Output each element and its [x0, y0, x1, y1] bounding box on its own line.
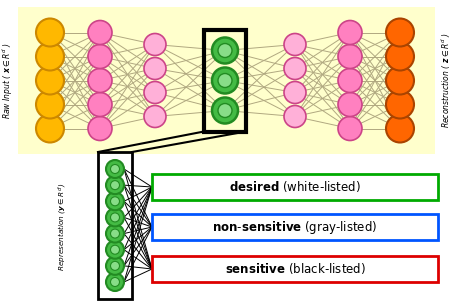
Circle shape [284, 105, 306, 127]
Text: Representation ($\boldsymbol{y} \in R^{d^{\prime}}$): Representation ($\boldsymbol{y} \in R^{d… [56, 182, 68, 271]
Circle shape [106, 241, 124, 259]
Circle shape [106, 176, 124, 194]
Circle shape [212, 37, 238, 63]
Circle shape [110, 197, 119, 206]
Circle shape [110, 229, 119, 238]
Circle shape [110, 181, 119, 190]
Circle shape [144, 82, 166, 104]
Circle shape [110, 278, 119, 287]
Circle shape [88, 44, 112, 69]
Text: $\mathbf{desired}$ (white-listed): $\mathbf{desired}$ (white-listed) [229, 179, 361, 194]
Circle shape [36, 66, 64, 95]
Circle shape [106, 225, 124, 243]
Circle shape [106, 208, 124, 226]
Circle shape [212, 98, 238, 124]
FancyBboxPatch shape [18, 7, 435, 154]
Text: $\mathbf{sensitive}$ (black-listed): $\mathbf{sensitive}$ (black-listed) [225, 262, 365, 277]
Circle shape [36, 43, 64, 70]
Circle shape [218, 73, 232, 88]
Circle shape [218, 43, 232, 57]
FancyBboxPatch shape [152, 214, 438, 240]
Circle shape [144, 34, 166, 56]
Circle shape [110, 261, 119, 270]
Circle shape [212, 68, 238, 94]
Circle shape [386, 66, 414, 95]
Circle shape [218, 104, 232, 117]
Circle shape [338, 44, 362, 69]
Circle shape [386, 114, 414, 143]
Circle shape [338, 21, 362, 44]
Text: Reconstruction ( $\boldsymbol{z} \in R^{d}$ ): Reconstruction ( $\boldsymbol{z} \in R^{… [439, 33, 453, 128]
Circle shape [106, 160, 124, 178]
Circle shape [36, 18, 64, 47]
Circle shape [144, 105, 166, 127]
Circle shape [284, 82, 306, 104]
Circle shape [110, 245, 119, 254]
Circle shape [106, 257, 124, 275]
Circle shape [338, 69, 362, 92]
Circle shape [386, 91, 414, 118]
FancyBboxPatch shape [152, 174, 438, 200]
Circle shape [144, 57, 166, 79]
Circle shape [106, 192, 124, 210]
Circle shape [284, 34, 306, 56]
Circle shape [386, 43, 414, 70]
Circle shape [36, 114, 64, 143]
Circle shape [106, 273, 124, 291]
Circle shape [88, 21, 112, 44]
FancyBboxPatch shape [152, 256, 438, 282]
Circle shape [338, 117, 362, 140]
Circle shape [36, 91, 64, 118]
Text: $\mathbf{non\text{-}sensitive}$ (gray-listed): $\mathbf{non\text{-}sensitive}$ (gray-li… [212, 219, 378, 236]
Text: Raw Input ( $\boldsymbol{x} \in R^{d}$ ): Raw Input ( $\boldsymbol{x} \in R^{d}$ ) [1, 42, 15, 119]
Circle shape [284, 57, 306, 79]
Circle shape [88, 92, 112, 117]
Circle shape [88, 69, 112, 92]
Circle shape [88, 117, 112, 140]
Circle shape [386, 18, 414, 47]
Circle shape [110, 165, 119, 174]
Circle shape [110, 213, 119, 222]
Circle shape [338, 92, 362, 117]
